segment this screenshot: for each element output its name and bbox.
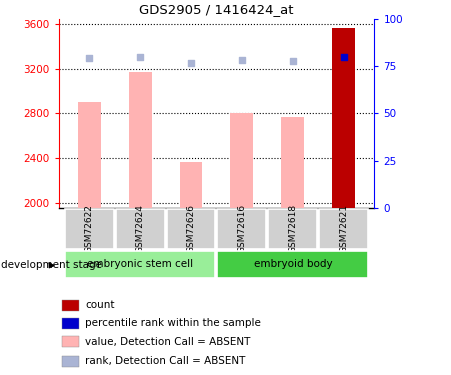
Text: rank, Detection Call = ABSENT: rank, Detection Call = ABSENT bbox=[85, 356, 245, 366]
Text: GSM72621: GSM72621 bbox=[339, 204, 348, 253]
Point bbox=[188, 60, 195, 66]
Point bbox=[289, 57, 296, 63]
FancyBboxPatch shape bbox=[115, 209, 165, 249]
Bar bbox=[179, 162, 202, 208]
Text: GSM72616: GSM72616 bbox=[237, 204, 246, 254]
Bar bbox=[129, 72, 152, 208]
FancyBboxPatch shape bbox=[268, 209, 318, 249]
Text: GSM72622: GSM72622 bbox=[85, 204, 94, 253]
FancyBboxPatch shape bbox=[166, 209, 216, 249]
FancyBboxPatch shape bbox=[319, 209, 368, 249]
Bar bbox=[78, 102, 101, 208]
Point bbox=[86, 55, 93, 61]
FancyBboxPatch shape bbox=[217, 209, 267, 249]
Text: embryoid body: embryoid body bbox=[253, 260, 332, 269]
FancyBboxPatch shape bbox=[65, 251, 216, 278]
Bar bbox=[281, 117, 304, 208]
Text: GSM72626: GSM72626 bbox=[187, 204, 196, 253]
Text: value, Detection Call = ABSENT: value, Detection Call = ABSENT bbox=[85, 336, 250, 346]
Text: count: count bbox=[85, 300, 115, 310]
Title: GDS2905 / 1416424_at: GDS2905 / 1416424_at bbox=[139, 3, 294, 16]
FancyBboxPatch shape bbox=[65, 209, 114, 249]
Bar bbox=[332, 28, 355, 208]
Bar bbox=[62, 318, 79, 329]
Point bbox=[340, 54, 347, 60]
Text: GSM72624: GSM72624 bbox=[136, 204, 145, 253]
Text: percentile rank within the sample: percentile rank within the sample bbox=[85, 318, 261, 328]
Bar bbox=[62, 356, 79, 367]
Point bbox=[238, 57, 245, 63]
Text: GSM72618: GSM72618 bbox=[288, 204, 297, 254]
Bar bbox=[230, 113, 253, 208]
Point bbox=[137, 54, 144, 60]
FancyBboxPatch shape bbox=[217, 251, 368, 278]
Text: development stage: development stage bbox=[1, 261, 102, 270]
Bar bbox=[62, 336, 79, 347]
Text: embryonic stem cell: embryonic stem cell bbox=[87, 260, 193, 269]
Bar bbox=[62, 300, 79, 310]
